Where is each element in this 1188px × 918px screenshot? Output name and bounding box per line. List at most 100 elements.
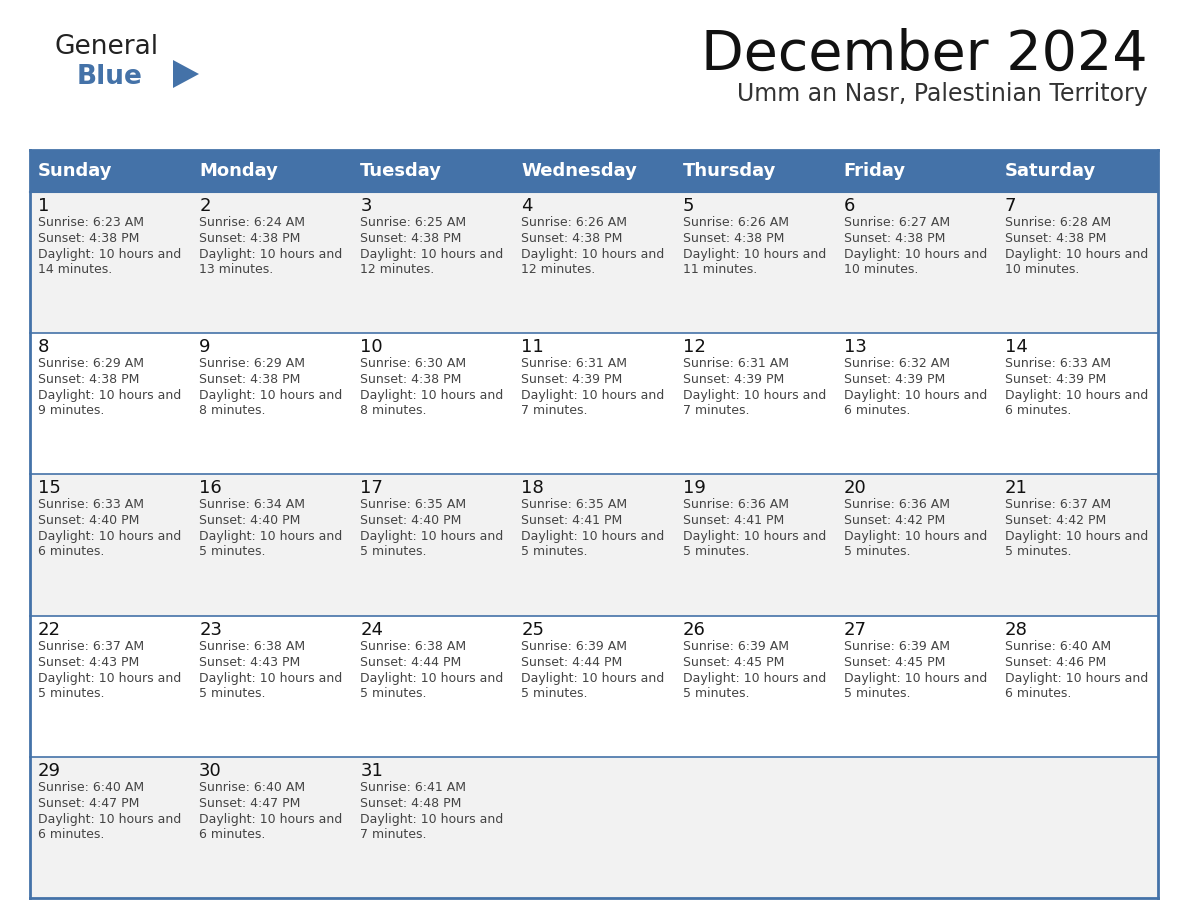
Text: Daylight: 10 hours and: Daylight: 10 hours and: [38, 248, 182, 261]
Text: Sunset: 4:45 PM: Sunset: 4:45 PM: [843, 655, 946, 668]
Text: Daylight: 10 hours and: Daylight: 10 hours and: [1005, 248, 1148, 261]
Text: 8: 8: [38, 338, 50, 356]
Text: Daylight: 10 hours and: Daylight: 10 hours and: [38, 812, 182, 826]
Text: Daylight: 10 hours and: Daylight: 10 hours and: [522, 389, 664, 402]
Text: Sunset: 4:38 PM: Sunset: 4:38 PM: [843, 232, 946, 245]
Text: Sunset: 4:46 PM: Sunset: 4:46 PM: [1005, 655, 1106, 668]
Text: Sunset: 4:39 PM: Sunset: 4:39 PM: [522, 374, 623, 386]
Text: 14 minutes.: 14 minutes.: [38, 263, 112, 276]
Text: Daylight: 10 hours and: Daylight: 10 hours and: [360, 672, 504, 685]
Text: Daylight: 10 hours and: Daylight: 10 hours and: [522, 672, 664, 685]
Bar: [675, 475, 835, 616]
Text: Sunrise: 6:38 AM: Sunrise: 6:38 AM: [200, 640, 305, 653]
Text: Sunset: 4:43 PM: Sunset: 4:43 PM: [38, 655, 139, 668]
Text: Sunrise: 6:23 AM: Sunrise: 6:23 AM: [38, 216, 144, 229]
Text: Sunrise: 6:27 AM: Sunrise: 6:27 AM: [843, 216, 950, 229]
Text: Sunset: 4:38 PM: Sunset: 4:38 PM: [360, 232, 462, 245]
Text: 6 minutes.: 6 minutes.: [38, 828, 105, 841]
Text: Sunset: 4:38 PM: Sunset: 4:38 PM: [683, 232, 784, 245]
Text: 29: 29: [38, 762, 61, 779]
Text: Daylight: 10 hours and: Daylight: 10 hours and: [522, 531, 664, 543]
Text: Sunset: 4:42 PM: Sunset: 4:42 PM: [843, 514, 944, 528]
Text: 5 minutes.: 5 minutes.: [522, 687, 588, 700]
Text: Thursday: Thursday: [683, 162, 776, 180]
Text: 5 minutes.: 5 minutes.: [683, 687, 750, 700]
Text: Sunrise: 6:30 AM: Sunrise: 6:30 AM: [360, 357, 467, 370]
Text: 17: 17: [360, 479, 384, 498]
Text: Sunset: 4:42 PM: Sunset: 4:42 PM: [1005, 514, 1106, 528]
Text: Sunrise: 6:41 AM: Sunrise: 6:41 AM: [360, 781, 466, 794]
Text: 15: 15: [38, 479, 61, 498]
Text: Umm an Nasr, Palestinian Territory: Umm an Nasr, Palestinian Territory: [738, 82, 1148, 106]
Text: Sunrise: 6:39 AM: Sunrise: 6:39 AM: [683, 640, 789, 653]
Text: Sunrise: 6:36 AM: Sunrise: 6:36 AM: [843, 498, 949, 511]
Bar: [191, 192, 353, 333]
Text: 7 minutes.: 7 minutes.: [522, 404, 588, 417]
Text: Daylight: 10 hours and: Daylight: 10 hours and: [843, 531, 987, 543]
Text: Daylight: 10 hours and: Daylight: 10 hours and: [683, 389, 826, 402]
Text: Sunrise: 6:40 AM: Sunrise: 6:40 AM: [38, 781, 144, 794]
Text: 5 minutes.: 5 minutes.: [360, 545, 426, 558]
Text: 27: 27: [843, 621, 867, 639]
Text: 7: 7: [1005, 197, 1017, 215]
Bar: [353, 192, 513, 333]
Text: 20: 20: [843, 479, 866, 498]
Text: Sunrise: 6:26 AM: Sunrise: 6:26 AM: [683, 216, 789, 229]
Bar: [191, 616, 353, 756]
Text: 5 minutes.: 5 minutes.: [683, 545, 750, 558]
Text: 3: 3: [360, 197, 372, 215]
Bar: [513, 756, 675, 898]
Bar: [835, 616, 997, 756]
Bar: [835, 756, 997, 898]
Text: Daylight: 10 hours and: Daylight: 10 hours and: [200, 672, 342, 685]
Text: Sunrise: 6:33 AM: Sunrise: 6:33 AM: [38, 498, 144, 511]
Bar: [513, 192, 675, 333]
Bar: [675, 192, 835, 333]
Text: Sunset: 4:38 PM: Sunset: 4:38 PM: [360, 374, 462, 386]
Text: 9 minutes.: 9 minutes.: [38, 404, 105, 417]
Text: Sunset: 4:39 PM: Sunset: 4:39 PM: [1005, 374, 1106, 386]
Text: 6 minutes.: 6 minutes.: [1005, 687, 1072, 700]
Text: Daylight: 10 hours and: Daylight: 10 hours and: [200, 812, 342, 826]
Text: Daylight: 10 hours and: Daylight: 10 hours and: [38, 531, 182, 543]
Bar: [191, 475, 353, 616]
Text: Sunset: 4:39 PM: Sunset: 4:39 PM: [843, 374, 944, 386]
Text: Sunrise: 6:35 AM: Sunrise: 6:35 AM: [522, 498, 627, 511]
Text: 7 minutes.: 7 minutes.: [683, 404, 750, 417]
Text: 4: 4: [522, 197, 533, 215]
Bar: [675, 333, 835, 475]
Text: Sunset: 4:38 PM: Sunset: 4:38 PM: [200, 232, 301, 245]
Text: Sunrise: 6:32 AM: Sunrise: 6:32 AM: [843, 357, 949, 370]
Bar: [675, 616, 835, 756]
Text: 21: 21: [1005, 479, 1028, 498]
Text: Saturday: Saturday: [1005, 162, 1097, 180]
Text: 25: 25: [522, 621, 544, 639]
Text: 10 minutes.: 10 minutes.: [1005, 263, 1079, 276]
Text: 30: 30: [200, 762, 222, 779]
Bar: [513, 333, 675, 475]
Text: 5 minutes.: 5 minutes.: [843, 687, 910, 700]
Bar: [997, 333, 1158, 475]
Text: 5 minutes.: 5 minutes.: [200, 687, 266, 700]
Text: Sunset: 4:38 PM: Sunset: 4:38 PM: [38, 374, 139, 386]
Bar: [30, 192, 191, 333]
Text: Daylight: 10 hours and: Daylight: 10 hours and: [843, 672, 987, 685]
Text: Sunrise: 6:31 AM: Sunrise: 6:31 AM: [522, 357, 627, 370]
Text: Daylight: 10 hours and: Daylight: 10 hours and: [1005, 531, 1148, 543]
Text: Daylight: 10 hours and: Daylight: 10 hours and: [683, 248, 826, 261]
Bar: [997, 192, 1158, 333]
Text: Sunset: 4:47 PM: Sunset: 4:47 PM: [200, 797, 301, 810]
Bar: [191, 756, 353, 898]
Text: Daylight: 10 hours and: Daylight: 10 hours and: [843, 248, 987, 261]
Text: 7 minutes.: 7 minutes.: [360, 828, 426, 841]
Text: 6 minutes.: 6 minutes.: [38, 545, 105, 558]
Text: 1: 1: [38, 197, 50, 215]
Text: Wednesday: Wednesday: [522, 162, 637, 180]
Bar: [30, 333, 191, 475]
Text: 19: 19: [683, 479, 706, 498]
Text: 26: 26: [683, 621, 706, 639]
Text: 12 minutes.: 12 minutes.: [360, 263, 435, 276]
Text: 6 minutes.: 6 minutes.: [843, 404, 910, 417]
Text: Sunrise: 6:25 AM: Sunrise: 6:25 AM: [360, 216, 467, 229]
Bar: [513, 475, 675, 616]
